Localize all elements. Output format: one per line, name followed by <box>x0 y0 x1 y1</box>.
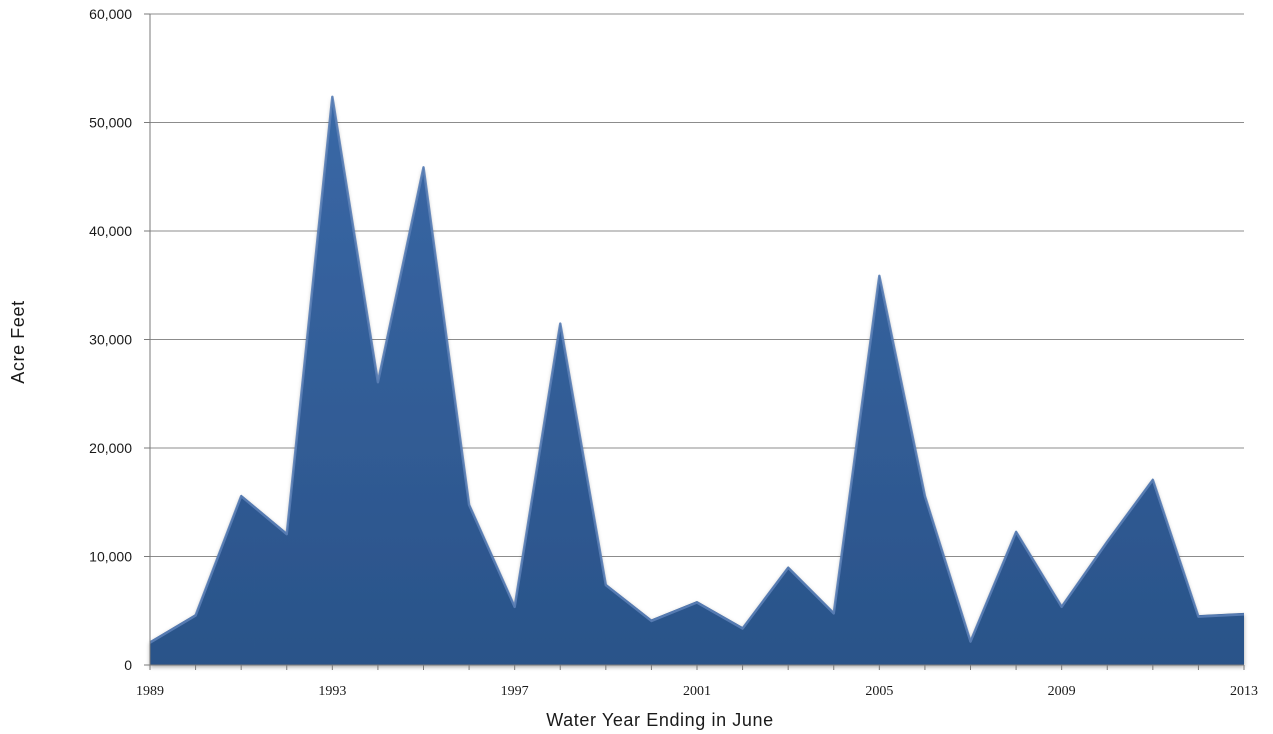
x-tick-label-5: 2009 <box>1048 684 1076 699</box>
y-tick-label-0: 0 <box>124 657 132 673</box>
x-tick-label-2: 1997 <box>501 684 529 699</box>
x-tick-label-3: 2001 <box>683 684 711 699</box>
x-ticks: 1989 1993 1997 2001 2005 2009 2013 <box>136 665 1258 699</box>
y-tick-label-1: 10,000 <box>89 549 132 565</box>
y-ticks: 0 10,000 20,000 30,000 40,000 50,000 60,000 <box>89 6 150 673</box>
x-tick-label-1: 1993 <box>318 684 346 699</box>
y-tick-label-3: 30,000 <box>89 332 132 348</box>
y-axis-title: Acre Feet <box>8 300 28 383</box>
x-axis-title: Water Year Ending in June <box>546 710 773 730</box>
area-edge <box>149 95 1245 644</box>
x-tick-label-6: 2013 <box>1230 684 1258 699</box>
x-tick-label-4: 2005 <box>865 684 893 699</box>
y-tick-label-2: 20,000 <box>89 440 132 456</box>
area-series <box>150 95 1244 665</box>
y-tick-label-4: 40,000 <box>89 223 132 239</box>
x-tick-label-0: 1989 <box>136 684 164 699</box>
y-tick-label-6: 60,000 <box>89 6 132 22</box>
y-tick-label-5: 50,000 <box>89 115 132 131</box>
area-layer <box>149 95 1245 665</box>
